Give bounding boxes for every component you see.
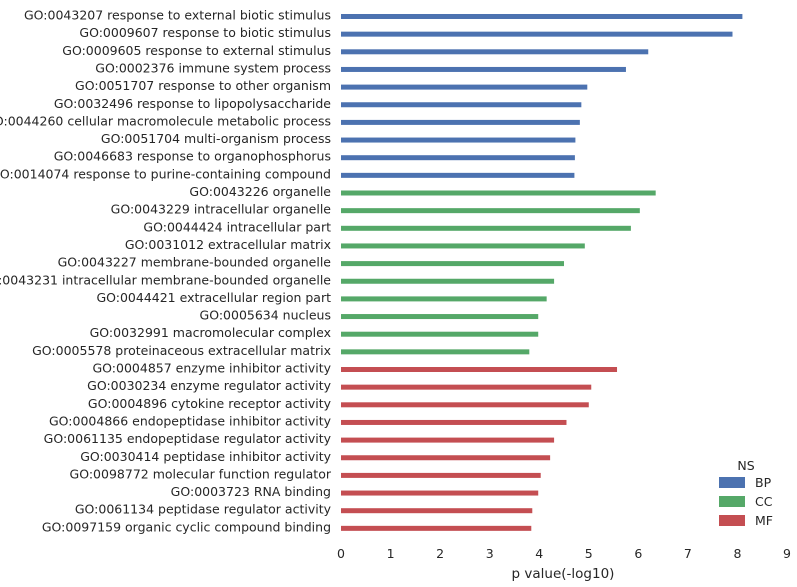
bar xyxy=(341,331,539,337)
bar xyxy=(341,402,589,408)
category-label: GO:0061135 endopeptidase regulator activ… xyxy=(44,431,332,446)
bar xyxy=(341,437,555,443)
bar xyxy=(341,66,626,72)
x-tick-label: 7 xyxy=(684,546,692,561)
category-label: GO:0043231 intracellular membrane-bounde… xyxy=(0,272,331,287)
bar xyxy=(341,84,588,90)
legend-swatch xyxy=(719,496,745,507)
bar xyxy=(341,119,580,125)
bar xyxy=(341,525,532,531)
bar xyxy=(341,367,618,372)
bar xyxy=(341,208,640,214)
legend-title: NS xyxy=(737,458,754,473)
category-label: GO:0003723 RNA binding xyxy=(171,484,331,499)
category-label: GO:0051707 response to other organism xyxy=(75,78,331,93)
category-label: GO:0097159 organic cyclic compound bindi… xyxy=(42,519,331,534)
bar xyxy=(341,190,656,196)
x-tick-label: 6 xyxy=(634,546,642,561)
category-label: GO:0044260 cellular macromolecule metabo… xyxy=(0,113,331,128)
category-label: GO:0004857 enzyme inhibitor activity xyxy=(92,361,331,376)
bar xyxy=(341,278,555,284)
x-tick-label: 0 xyxy=(337,546,345,561)
bar xyxy=(341,31,733,37)
category-label: GO:0043226 organelle xyxy=(189,184,331,199)
bar xyxy=(341,490,539,496)
category-label: GO:0005578 proteinaceous extracellular m… xyxy=(32,343,331,358)
x-axis-ticks: 0 1 2 3 4 5 6 7 8 9 xyxy=(337,546,791,561)
category-label: GO:0014074 response to purine-containing… xyxy=(0,166,331,181)
category-label: GO:0004866 endopeptidase inhibitor activ… xyxy=(49,413,332,428)
category-label: GO:0032496 response to lipopolysaccharid… xyxy=(54,96,331,111)
category-label: GO:0043227 membrane-bounded organelle xyxy=(58,255,332,270)
bar xyxy=(341,314,539,320)
bar xyxy=(341,384,592,390)
x-tick-label: 3 xyxy=(486,546,494,561)
x-tick-label: 1 xyxy=(387,546,395,561)
legend: NS BP CC MF xyxy=(719,458,773,528)
x-tick-label: 4 xyxy=(535,546,543,561)
legend-label: MF xyxy=(755,513,773,528)
category-label: GO:0002376 immune system process xyxy=(95,60,331,75)
bar xyxy=(341,172,575,178)
category-label: GO:0051704 multi-organism process xyxy=(101,131,331,146)
x-axis-title: p value(-log10) xyxy=(512,566,615,582)
category-labels: GO:0043207 response to external biotic s… xyxy=(0,8,332,535)
category-label: GO:0009605 response to external stimulus xyxy=(62,43,331,58)
category-label: GO:0043229 intracellular organelle xyxy=(111,202,332,217)
legend-label: BP xyxy=(755,475,772,490)
category-label: GO:0030234 enzyme regulator activity xyxy=(87,378,331,393)
category-label: GO:0044421 extracellular region part xyxy=(96,290,331,305)
category-label: GO:0009607 response to biotic stimulus xyxy=(79,25,331,40)
bar xyxy=(341,243,585,249)
x-tick-label: 8 xyxy=(733,546,741,561)
bar xyxy=(341,225,631,231)
bar xyxy=(341,137,576,143)
category-label: GO:0044424 intracellular part xyxy=(143,219,331,234)
legend-label: CC xyxy=(755,494,773,509)
bar xyxy=(341,296,547,302)
bar xyxy=(341,102,582,108)
bar xyxy=(341,419,567,425)
bars-layer xyxy=(341,14,743,531)
bar xyxy=(341,349,530,355)
x-tick-label: 5 xyxy=(585,546,593,561)
bar xyxy=(341,472,541,478)
bar xyxy=(341,155,575,161)
x-tick-label: 9 xyxy=(783,546,791,561)
x-tick-label: 2 xyxy=(436,546,444,561)
legend-swatch xyxy=(719,515,745,526)
category-label: GO:0098772 molecular function regulator xyxy=(70,466,332,481)
category-label: GO:0043207 response to external biotic s… xyxy=(24,8,331,23)
category-label: GO:0005634 nucleus xyxy=(200,308,331,323)
bar xyxy=(341,14,743,19)
legend-swatch xyxy=(719,477,745,488)
category-label: GO:0061134 peptidase regulator activity xyxy=(75,502,332,517)
category-label: GO:0046683 response to organophosphorus xyxy=(54,149,331,164)
bar xyxy=(341,455,551,461)
category-label: GO:0032991 macromolecular complex xyxy=(90,325,331,340)
category-label: GO:0004896 cytokine receptor activity xyxy=(88,396,332,411)
bar xyxy=(341,49,649,55)
bar xyxy=(341,508,533,514)
bar xyxy=(341,261,564,267)
category-label: GO:0030414 peptidase inhibitor activity xyxy=(80,449,331,464)
category-label: GO:0031012 extracellular matrix xyxy=(125,237,331,252)
